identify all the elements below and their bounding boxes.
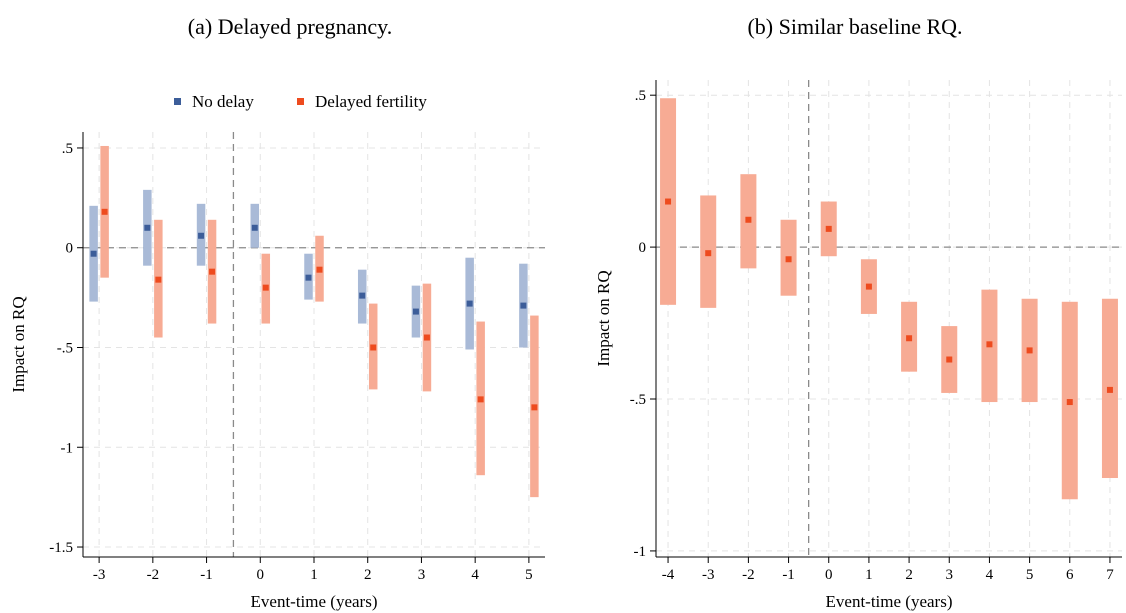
point-marker — [251, 224, 258, 231]
legend-label: Delayed fertility — [315, 92, 427, 111]
x-tick-label: 2 — [364, 567, 372, 583]
x-tick-label: 0 — [257, 567, 265, 583]
x-tick-label: -3 — [702, 567, 715, 583]
x-axis-label: Event-time (years) — [251, 592, 378, 611]
x-tick-label: -2 — [742, 567, 755, 583]
panel-a-title: (a) Delayed pregnancy. — [187, 14, 393, 39]
point-marker — [423, 334, 430, 341]
chart-panel-a: .5 0 -.5 -1 -1.5 -3 -2 -1 0 1 2 3 4 5 Event-time (year… — [9, 92, 545, 611]
y-tick-label: -1 — [61, 440, 74, 456]
legend-label: No delay — [192, 92, 254, 111]
x-tick-label: 5 — [1026, 567, 1034, 583]
y-axis-label: Impact on RQ — [9, 296, 28, 392]
x-tick-label: 4 — [471, 567, 479, 583]
point-marker — [316, 266, 323, 273]
x-tick-label: 5 — [525, 567, 533, 583]
chart-panel-b: .5 0 -.5 -1 -4 -3 -2 -1 0 1 2 3 4 5 6 7 Event-time (year… — [594, 80, 1122, 611]
point-marker — [198, 232, 205, 239]
point-marker — [986, 341, 993, 348]
x-tick-label: -1 — [200, 567, 213, 583]
panel-b-title: (b) Similar baseline RQ. — [747, 14, 963, 39]
x-tick-label: -3 — [93, 567, 106, 583]
point-marker — [1026, 347, 1033, 354]
point-marker — [359, 292, 366, 299]
x-tick-label: 4 — [986, 567, 994, 583]
point-marker — [305, 274, 312, 281]
point-marker — [531, 404, 538, 411]
x-tick-label: 2 — [905, 567, 913, 583]
x-axis-label: Event-time (years) — [826, 592, 953, 611]
point-marker — [90, 250, 97, 257]
x-tick-label: 0 — [825, 567, 833, 583]
point-marker — [665, 198, 672, 205]
y-tick-label: 0 — [639, 240, 647, 256]
point-marker — [520, 302, 527, 309]
legend-swatch — [174, 98, 181, 105]
x-tick-label: 1 — [310, 567, 318, 583]
x-tick-label: -2 — [147, 567, 160, 583]
x-tick-label: -1 — [782, 567, 795, 583]
y-tick-label: .5 — [635, 88, 646, 104]
x-tick-label: 7 — [1106, 567, 1114, 583]
x-tick-label: -4 — [662, 567, 675, 583]
y-tick-label: -.5 — [630, 392, 646, 408]
x-tick-label: 3 — [946, 567, 954, 583]
point-marker — [745, 216, 752, 223]
point-marker — [466, 300, 473, 307]
point-marker — [155, 276, 162, 283]
point-marker — [412, 308, 419, 315]
point-marker — [705, 250, 712, 257]
point-marker — [1106, 386, 1113, 393]
y-tick-label: 0 — [66, 241, 74, 257]
point-marker — [785, 256, 792, 263]
point-marker — [101, 208, 108, 215]
point-marker — [262, 284, 269, 291]
x-tick-label: 1 — [865, 567, 873, 583]
point-marker — [144, 224, 151, 231]
y-tick-label: .5 — [62, 141, 73, 157]
x-tick-label: 3 — [418, 567, 426, 583]
y-axis-label: Impact on RQ — [594, 270, 613, 366]
point-marker — [209, 268, 216, 275]
point-marker — [477, 396, 484, 403]
point-marker — [370, 344, 377, 351]
point-marker — [825, 225, 832, 232]
x-tick-label: 6 — [1066, 567, 1074, 583]
point-marker — [865, 283, 872, 290]
y-tick-label: -1.5 — [49, 540, 73, 556]
point-marker — [906, 335, 913, 342]
legend-swatch — [297, 98, 304, 105]
point-marker — [946, 356, 953, 363]
y-tick-label: -1 — [634, 544, 647, 560]
y-tick-label: -.5 — [57, 340, 73, 356]
point-marker — [1066, 399, 1073, 406]
